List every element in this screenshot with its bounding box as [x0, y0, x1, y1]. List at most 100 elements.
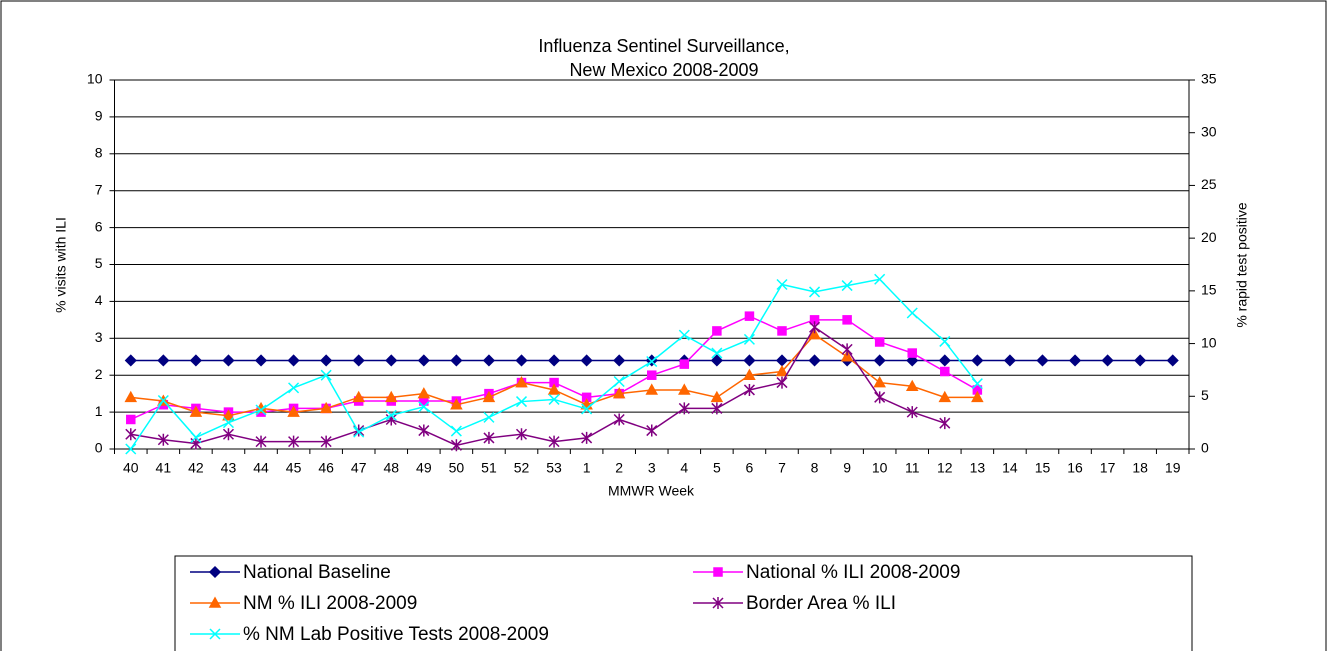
data-point: [647, 370, 657, 380]
x-tick-label: 5: [713, 460, 721, 476]
data-point: [777, 326, 787, 336]
chart-title: Influenza Sentinel Surveillance,: [538, 36, 789, 56]
x-tick-label: 7: [778, 460, 786, 476]
chart-title: New Mexico 2008-2009: [569, 60, 758, 80]
legend-label: National % ILI 2008-2009: [746, 562, 960, 583]
legend-label: % NM Lab Positive Tests 2008-2009: [243, 624, 549, 645]
data-point: [222, 417, 234, 429]
x-tick-label: 40: [123, 460, 139, 476]
data-point: [320, 354, 333, 367]
data-point: [385, 354, 398, 367]
data-point: [710, 354, 723, 367]
data-point: [581, 403, 593, 415]
y-tick-label: 6: [95, 218, 103, 234]
data-point: [776, 376, 788, 389]
data-point: [809, 321, 821, 334]
data-point: [905, 379, 919, 392]
data-point: [548, 354, 561, 367]
x-tick-label: 4: [680, 460, 688, 476]
data-point: [939, 417, 951, 430]
data-point: [744, 311, 755, 321]
x-tick-label: 43: [221, 460, 237, 476]
data-point: [906, 307, 918, 319]
data-point: [711, 402, 723, 415]
legend-marker: [209, 628, 221, 640]
data-point: [189, 354, 202, 367]
data-point: [873, 354, 886, 367]
data-point: [385, 409, 397, 421]
y-tick-label: 8: [95, 145, 103, 161]
legend-marker: [208, 596, 222, 608]
data-point: [287, 354, 300, 367]
data-point: [712, 326, 722, 336]
x-tick-label: 47: [351, 460, 367, 476]
data-point: [125, 428, 137, 441]
data-point: [548, 393, 560, 405]
x-tick-label: 16: [1067, 460, 1083, 476]
data-point: [189, 405, 203, 417]
data-point: [613, 375, 625, 388]
data-point: [547, 383, 561, 395]
data-point: [352, 354, 365, 367]
legend-label: National Baseline: [243, 562, 391, 583]
data-point: [515, 396, 528, 408]
data-point: [873, 376, 886, 388]
data-point: [515, 428, 528, 441]
data-point: [548, 435, 560, 448]
x-tick-label: 18: [1132, 460, 1148, 476]
legend: [174, 555, 1193, 651]
data-point: [418, 401, 430, 413]
y2-tick-label: 30: [1201, 123, 1217, 139]
x-tick-label: 53: [546, 460, 562, 476]
data-point: [646, 355, 658, 368]
legend-label: NM % ILI 2008-2009: [243, 593, 417, 614]
data-point: [1101, 354, 1114, 367]
data-point: [776, 279, 788, 291]
data-point: [613, 413, 625, 426]
data-point: [320, 435, 332, 448]
data-point: [874, 337, 885, 347]
data-point: [353, 426, 365, 438]
data-point: [906, 354, 919, 367]
y2-tick-label: 15: [1201, 282, 1217, 298]
data-point: [384, 390, 398, 403]
x-tick-label: 45: [286, 460, 302, 476]
data-point: [254, 354, 268, 367]
y-tick-label: 7: [95, 181, 103, 197]
data-point: [971, 354, 984, 367]
data-point: [450, 439, 462, 452]
data-point: [808, 354, 821, 367]
data-point: [906, 406, 918, 419]
data-point: [808, 328, 821, 340]
data-point: [319, 401, 333, 414]
data-point: [125, 443, 137, 455]
y2-tick-label: 0: [1201, 440, 1209, 456]
x-tick-label: 46: [318, 460, 334, 476]
x-tick-label: 12: [937, 460, 953, 476]
data-point: [288, 435, 300, 448]
data-point: [743, 333, 755, 345]
data-point: [515, 376, 528, 388]
data-point: [482, 390, 496, 403]
data-point: [580, 354, 593, 367]
data-point: [940, 366, 950, 377]
data-point: [482, 354, 496, 367]
y2-tick-label: 20: [1201, 229, 1217, 245]
y2-tick-label: 5: [1201, 387, 1209, 403]
x-tick-label: 6: [746, 460, 754, 476]
data-point: [743, 368, 756, 380]
data-point: [222, 354, 235, 367]
x-tick-label: 44: [253, 460, 269, 476]
data-point: [939, 335, 951, 347]
data-point: [581, 431, 593, 444]
x-tick-label: 17: [1100, 460, 1116, 476]
y-axis-label: % visits with ILI: [53, 217, 69, 313]
data-point: [287, 405, 300, 417]
data-point: [938, 390, 952, 403]
x-tick-label: 9: [843, 460, 851, 476]
data-point: [840, 350, 854, 362]
x-tick-label: 2: [615, 460, 623, 476]
x-tick-label: 13: [970, 460, 986, 476]
